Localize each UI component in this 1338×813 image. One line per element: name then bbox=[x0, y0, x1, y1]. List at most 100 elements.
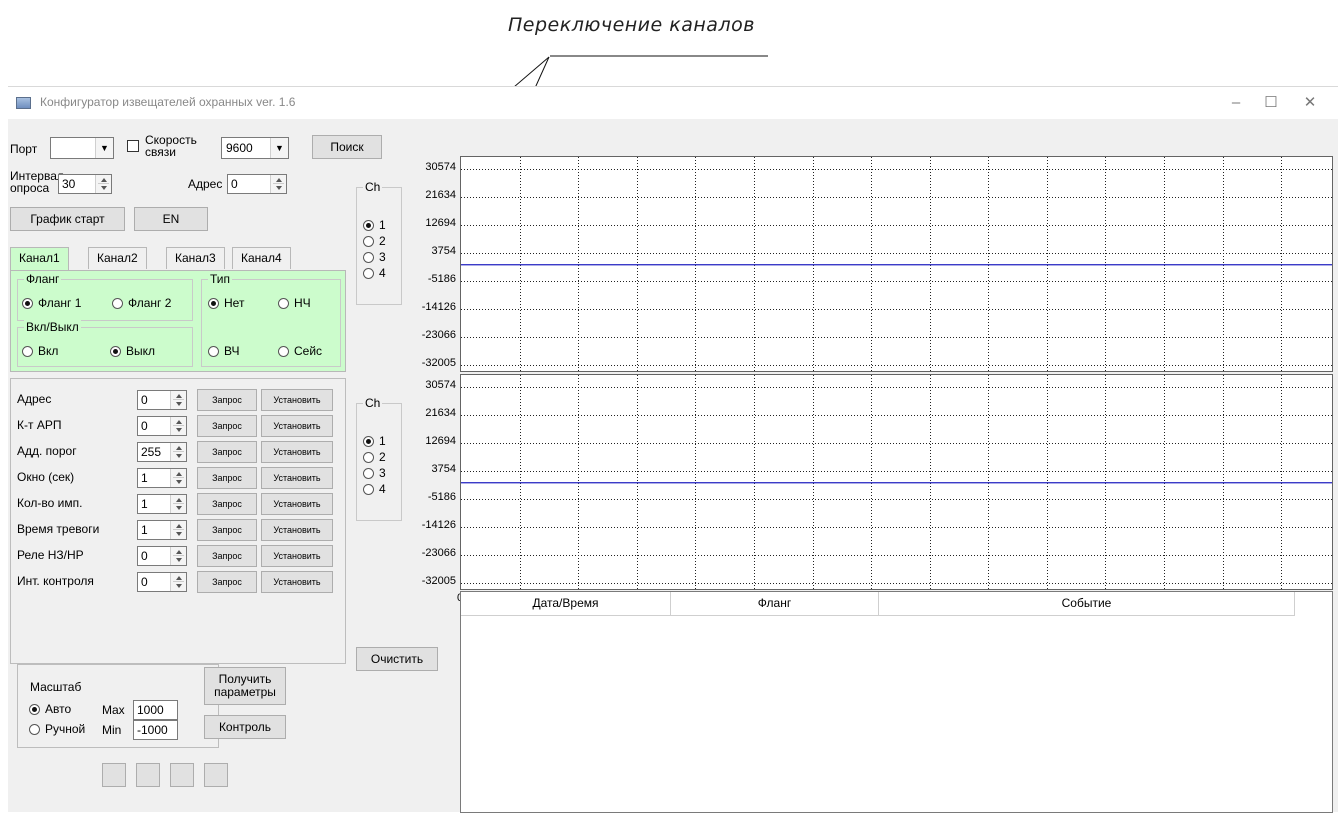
app-window: Конфигуратор извещателей охранных ver. 1… bbox=[8, 86, 1338, 813]
graph-start-button[interactable]: График старт bbox=[10, 207, 125, 231]
min-input[interactable]: -1000 bbox=[133, 720, 178, 740]
flank1-radio[interactable]: Фланг 1 bbox=[22, 296, 81, 310]
client-area: Порт ▼ Скорость связи 9600 ▼ Поиск Интерв… bbox=[8, 119, 1338, 813]
address-spinner[interactable]: 0 bbox=[227, 174, 287, 194]
set-button[interactable]: Установить bbox=[261, 441, 333, 463]
lang-button[interactable]: EN bbox=[134, 207, 208, 231]
set-button[interactable]: Установить bbox=[261, 493, 333, 515]
off-radio[interactable]: Выкл bbox=[110, 344, 155, 358]
scale-group: Масштаб Авто Ручной Max Min 1000 -1000 bbox=[17, 664, 219, 748]
param-spinner[interactable]: 1 bbox=[137, 520, 187, 540]
set-button[interactable]: Установить bbox=[261, 545, 333, 567]
indicator-1 bbox=[102, 763, 126, 787]
set-button[interactable]: Установить bbox=[261, 389, 333, 411]
channel-radio-3[interactable]: 3 bbox=[363, 466, 386, 480]
channel-selector-top: Ch 1 2 3 4 bbox=[356, 180, 402, 305]
search-button[interactable]: Поиск bbox=[312, 135, 382, 159]
get-params-button[interactable]: Получить параметры bbox=[204, 667, 286, 705]
request-button[interactable]: Запрос bbox=[197, 441, 257, 463]
y-tick-label: 30574 bbox=[425, 161, 456, 173]
channel-radio-2[interactable]: 2 bbox=[363, 450, 386, 464]
type-seis-radio[interactable]: Сейс bbox=[278, 344, 322, 358]
log-header-event[interactable]: Событие bbox=[879, 592, 1295, 616]
type-group: Тип Нет НЧ ВЧ Сейс bbox=[201, 272, 341, 367]
y-tick-label: -32005 bbox=[421, 575, 456, 587]
param-spinner[interactable]: 0 bbox=[137, 416, 187, 436]
channel-radio-1[interactable]: 1 bbox=[363, 434, 386, 448]
type-hf-radio[interactable]: ВЧ bbox=[208, 344, 239, 358]
y-tick-label: 12694 bbox=[425, 435, 456, 447]
log-header-datetime[interactable]: Дата/Время bbox=[461, 592, 671, 616]
set-button[interactable]: Установить bbox=[261, 571, 333, 593]
param-label: Время тревоги bbox=[17, 522, 100, 536]
on-radio[interactable]: Вкл bbox=[22, 344, 58, 358]
channel-selector-bottom-label: Ch bbox=[363, 396, 383, 410]
channel-radio-3[interactable]: 3 bbox=[363, 250, 386, 264]
scale-auto-radio[interactable]: Авто bbox=[29, 702, 71, 716]
maximize-icon[interactable]: ☐ bbox=[1264, 94, 1278, 111]
address-label: Адрес bbox=[188, 177, 223, 191]
speed-checkbox[interactable] bbox=[127, 140, 139, 152]
channel-radio-4[interactable]: 4 bbox=[363, 266, 386, 280]
tab-channel-4[interactable]: Канал4 bbox=[232, 247, 291, 269]
request-button[interactable]: Запрос bbox=[197, 545, 257, 567]
request-button[interactable]: Запрос bbox=[197, 389, 257, 411]
param-spinner[interactable]: 0 bbox=[137, 572, 187, 592]
chart-plot-1 bbox=[460, 156, 1333, 372]
request-button[interactable]: Запрос bbox=[197, 415, 257, 437]
param-spinner[interactable]: 1 bbox=[137, 468, 187, 488]
param-label: Кол-во имп. bbox=[17, 496, 83, 510]
param-spinner[interactable]: 255 bbox=[137, 442, 187, 462]
flank-group: Фланг Фланг 1 Фланг 2 bbox=[17, 272, 193, 321]
type-lf-radio[interactable]: НЧ bbox=[278, 296, 311, 310]
interval-label: Интервал опроса bbox=[10, 169, 64, 195]
max-input[interactable]: 1000 bbox=[133, 700, 178, 720]
min-label: Min bbox=[102, 723, 122, 737]
param-label: Адрес bbox=[17, 392, 52, 406]
indicator-4 bbox=[204, 763, 228, 787]
onoff-group: Вкл/Выкл Вкл Выкл bbox=[17, 320, 193, 367]
tab-channel-2[interactable]: Канал2 bbox=[88, 247, 147, 269]
scale-manual-radio[interactable]: Ручной bbox=[29, 722, 85, 736]
close-icon[interactable]: ✕ bbox=[1303, 94, 1317, 111]
type-none-radio[interactable]: Нет bbox=[208, 296, 244, 310]
log-header-flank[interactable]: Фланг bbox=[671, 592, 879, 616]
param-spinner[interactable]: 0 bbox=[137, 546, 187, 566]
chevron-down-icon: ▼ bbox=[270, 138, 288, 158]
param-label: Инт. контроля bbox=[17, 574, 94, 588]
param-spinner[interactable]: 1 bbox=[137, 494, 187, 514]
y-tick-label: 21634 bbox=[425, 407, 456, 419]
set-button[interactable]: Установить bbox=[261, 415, 333, 437]
y-tick-label: -14126 bbox=[421, 519, 456, 531]
channel-radio-2[interactable]: 2 bbox=[363, 234, 386, 248]
y-tick-label: -5186 bbox=[427, 273, 456, 285]
y-tick-label: -5186 bbox=[427, 491, 456, 503]
set-button[interactable]: Установить bbox=[261, 519, 333, 541]
request-button[interactable]: Запрос bbox=[197, 571, 257, 593]
flank2-radio[interactable]: Фланг 2 bbox=[112, 296, 171, 310]
set-button[interactable]: Установить bbox=[261, 467, 333, 489]
request-button[interactable]: Запрос bbox=[197, 519, 257, 541]
tab-channel-1[interactable]: Канал1 bbox=[10, 247, 69, 270]
param-label: Окно (сек) bbox=[17, 470, 75, 484]
channel-radio-4[interactable]: 4 bbox=[363, 482, 386, 496]
control-button[interactable]: Контроль bbox=[204, 715, 286, 739]
y-tick-label: 21634 bbox=[425, 189, 456, 201]
chart-plot-2 bbox=[460, 374, 1333, 590]
interval-spinner[interactable]: 30 bbox=[58, 174, 112, 194]
onoff-group-label: Вкл/Выкл bbox=[24, 320, 81, 334]
speed-combo[interactable]: 9600 ▼ bbox=[221, 137, 289, 159]
scale-title: Масштаб bbox=[30, 680, 82, 694]
app-icon bbox=[16, 97, 31, 109]
port-combo[interactable]: ▼ bbox=[50, 137, 114, 159]
minimize-icon[interactable]: – bbox=[1231, 94, 1241, 111]
request-button[interactable]: Запрос bbox=[197, 493, 257, 515]
tab-channel-3[interactable]: Канал3 bbox=[166, 247, 225, 269]
channel-selector-top-label: Ch bbox=[363, 180, 383, 194]
flank-group-label: Фланг bbox=[24, 272, 62, 286]
request-button[interactable]: Запрос bbox=[197, 467, 257, 489]
clear-button[interactable]: Очистить bbox=[356, 647, 438, 671]
channel-tabs: Канал1 Канал2 Канал3 Канал4 bbox=[10, 247, 350, 271]
param-spinner[interactable]: 0 bbox=[137, 390, 187, 410]
channel-radio-1[interactable]: 1 bbox=[363, 218, 386, 232]
